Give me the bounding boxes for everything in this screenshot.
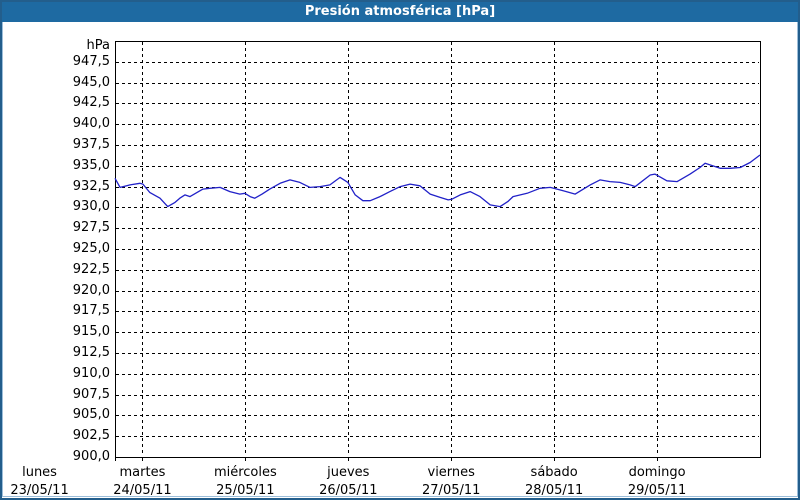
y-axis-tick-label: 920,0 [72,282,110,298]
y-axis-tick-label: 940,0 [72,116,110,132]
x-axis-day-label: domingo [628,465,686,480]
y-axis-tick-label: 910,0 [72,365,110,381]
x-axis-day-label: miércoles [213,465,277,480]
y-axis-tick-label: 912,5 [72,345,110,360]
x-axis-date-label: 27/05/11 [422,483,481,498]
y-axis-tick-label: 917,5 [72,303,110,319]
y-axis-tick-label: 900,0 [72,449,110,464]
y-axis-tick-label: 902,5 [72,428,110,444]
pressure-series-line [114,154,761,208]
x-axis-day-label: lunes [22,465,57,480]
y-axis-tick-label: 922,5 [72,261,110,277]
y-axis-tick-label: 925,0 [72,241,110,256]
x-axis-date-label: 26/05/11 [319,483,378,498]
x-axis-date-label: 25/05/11 [216,483,275,498]
y-axis-tick-label: 942,5 [72,95,110,111]
y-axis-unit-label: hPa [86,38,110,53]
x-axis-day-label: jueves [327,465,370,480]
y-axis-tick-label: 935,0 [72,157,110,173]
y-axis-tick-label: 915,0 [72,324,110,340]
x-axis-date-label: 29/05/11 [627,483,687,498]
x-axis-date-label: 23/05/11 [10,483,69,498]
x-axis-day-label: martes [119,465,166,480]
y-axis-tick-label: 945,0 [72,74,110,90]
plot-border [115,41,761,458]
y-axis-tick-label: 930,0 [72,199,110,215]
title-bar: Presión atmosférica [hPa] [0,0,800,22]
y-axis-tick-label: 907,5 [72,386,110,402]
x-axis-date-label: 24/05/11 [113,483,172,498]
y-axis-tick-label: 927,5 [72,220,110,236]
x-axis-date-label: 28/05/11 [524,483,584,498]
y-axis-tick-label: 905,0 [72,407,110,423]
chart-title: Presión atmosférica [hPa] [304,3,496,19]
x-axis-day-label: sábado [530,465,578,480]
y-axis-tick-label: 937,5 [72,137,110,152]
y-axis-tick-label: 932,5 [72,178,110,194]
y-axis-tick-label: 947,5 [72,53,110,69]
x-axis-day-label: viernes [427,465,475,480]
